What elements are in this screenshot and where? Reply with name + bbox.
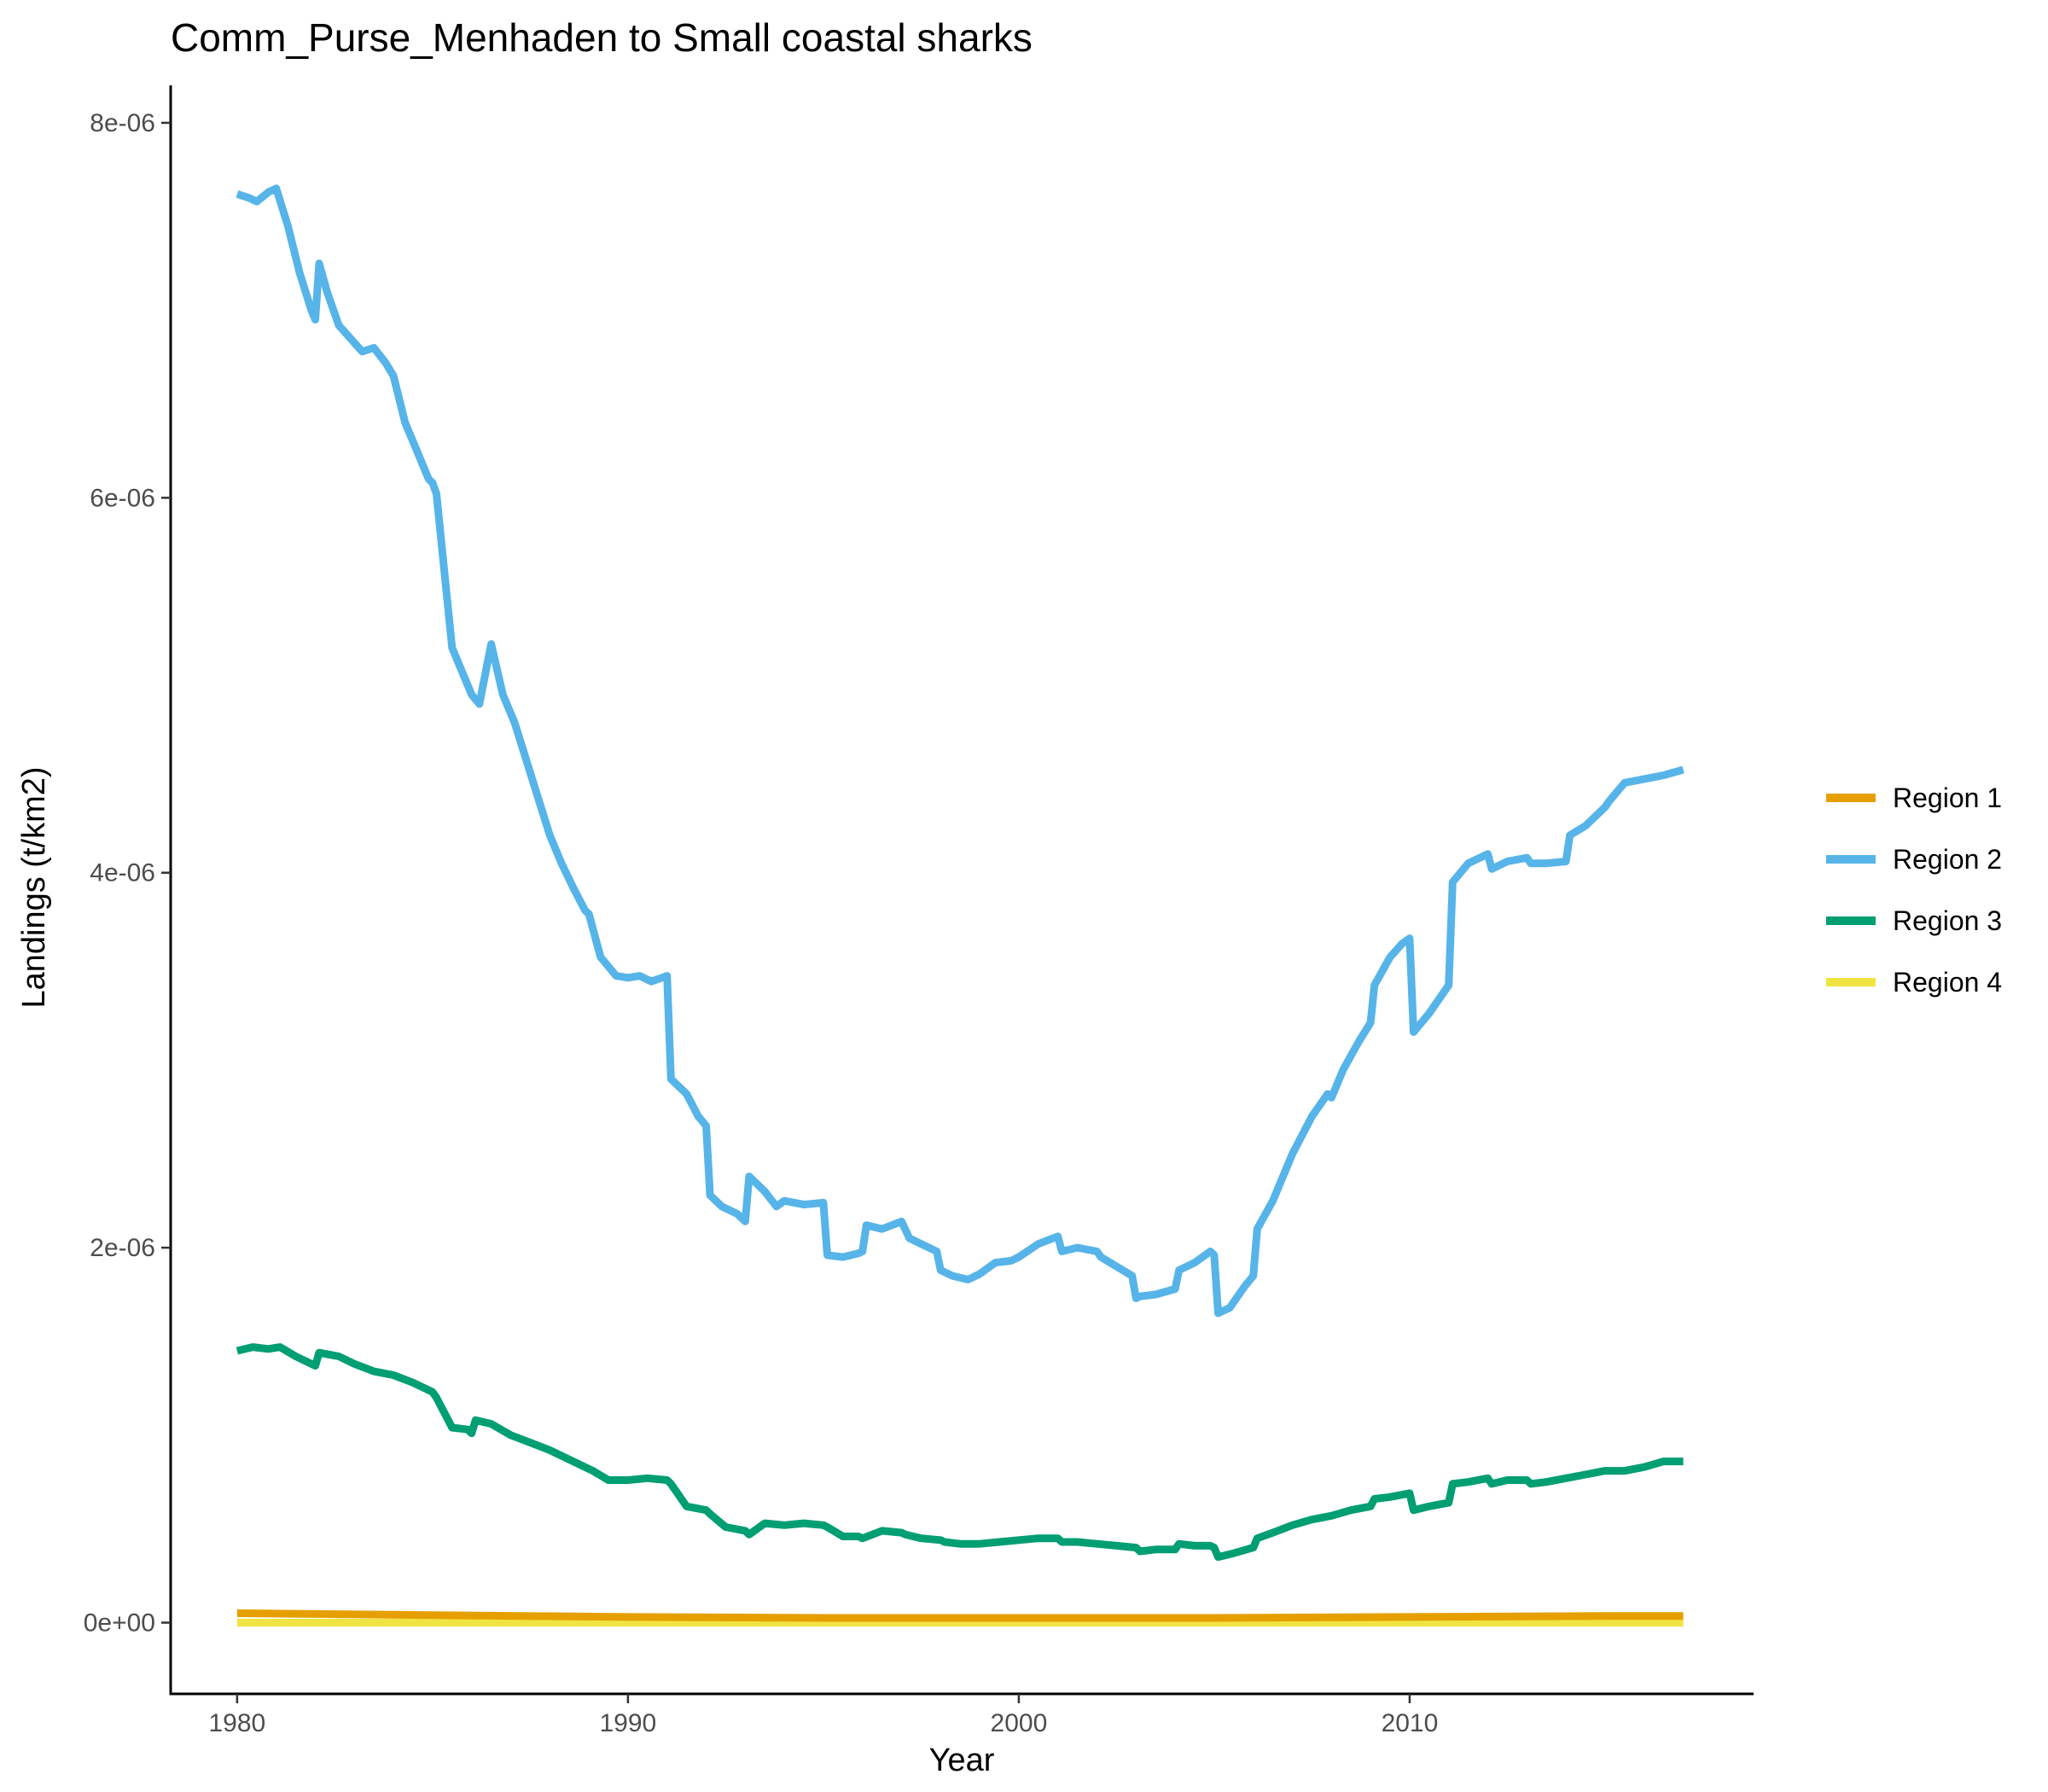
x-tick-label: 1980	[208, 1709, 265, 1737]
x-axis: 1980 1990 2000 2010	[208, 1694, 1438, 1737]
legend-label: Region 3	[1893, 905, 2002, 936]
y-tick-label: 0e+00	[84, 1609, 155, 1638]
y-tick-label: 8e-06	[90, 109, 155, 137]
plot-area	[236, 184, 1684, 1626]
series-line-2	[236, 184, 1684, 1318]
chart-title: Comm_Purse_Menhaden to Small coastal sha…	[171, 15, 1033, 60]
x-tick-label: 1990	[600, 1709, 657, 1737]
legend: Region 1 Region 2 Region 3 Region 4	[1826, 783, 2002, 998]
y-tick-label: 2e-06	[90, 1234, 155, 1262]
series-line-1	[236, 1609, 1684, 1622]
legend-label: Region 2	[1893, 844, 2002, 875]
series-line-3	[236, 1343, 1684, 1562]
legend-label: Region 1	[1893, 783, 2002, 813]
y-tick-label: 4e-06	[90, 859, 155, 887]
x-tick-label: 2000	[991, 1709, 1048, 1737]
y-axis: 0e+00 2e-06 4e-06 6e-06 8e-06	[84, 109, 171, 1638]
y-tick-label: 6e-06	[90, 484, 155, 512]
x-axis-title: Year	[929, 1743, 995, 1778]
x-tick-label: 2010	[1382, 1709, 1439, 1737]
y-axis-title: Landings (t/km2)	[16, 766, 52, 1008]
legend-label: Region 4	[1893, 967, 2002, 998]
